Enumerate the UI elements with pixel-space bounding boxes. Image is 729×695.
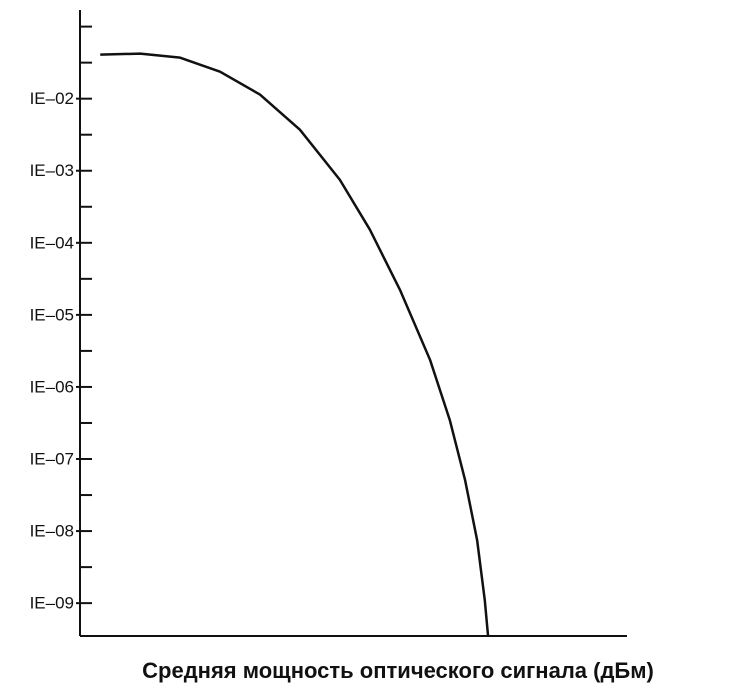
y-tick-label: IE–04 xyxy=(30,233,74,252)
y-tick-label: IE–08 xyxy=(30,522,74,541)
curve xyxy=(100,52,490,637)
x-axis-label: Средняя мощность оптического сигнала (дБ… xyxy=(142,658,654,683)
y-tick-label: IE–09 xyxy=(30,594,74,613)
y-tick-label: IE–05 xyxy=(30,305,74,324)
y-tick-label: IE–02 xyxy=(30,89,74,108)
y-tick-label: IE–03 xyxy=(30,161,74,180)
y-tick-label: IE–07 xyxy=(30,449,74,468)
y-tick-label: IE–06 xyxy=(30,377,74,396)
